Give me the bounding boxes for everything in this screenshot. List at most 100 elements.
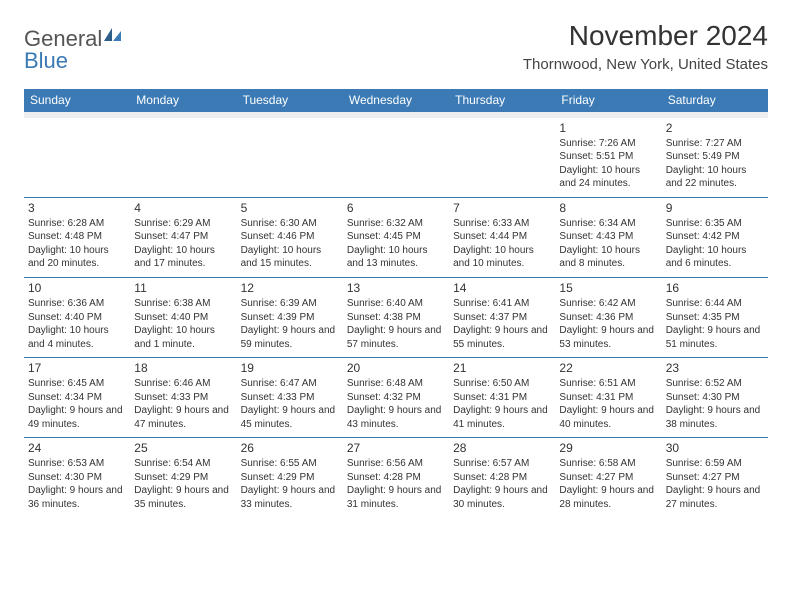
daylight-line: Daylight: 10 hours and 13 minutes. xyxy=(347,244,445,271)
dayname-row: Sunday Monday Tuesday Wednesday Thursday… xyxy=(24,89,768,112)
sunset-line: Sunset: 5:51 PM xyxy=(559,150,657,164)
day-number: 14 xyxy=(453,280,551,296)
sunrise-line: Sunrise: 6:30 AM xyxy=(241,217,339,231)
day-cell: 1Sunrise: 7:26 AMSunset: 5:51 PMDaylight… xyxy=(555,118,661,198)
sunset-line: Sunset: 4:31 PM xyxy=(559,391,657,405)
logo: GeneralBlue xyxy=(24,20,122,72)
day-number: 18 xyxy=(134,360,232,376)
sunrise-line: Sunrise: 6:34 AM xyxy=(559,217,657,231)
day-cell: 2Sunrise: 7:27 AMSunset: 5:49 PMDaylight… xyxy=(662,118,768,198)
sunset-line: Sunset: 4:30 PM xyxy=(666,391,764,405)
day-number: 29 xyxy=(559,440,657,456)
day-number: 5 xyxy=(241,200,339,216)
sunset-line: Sunset: 4:33 PM xyxy=(241,391,339,405)
day-cell xyxy=(449,118,555,198)
day-cell: 30Sunrise: 6:59 AMSunset: 4:27 PMDayligh… xyxy=(662,438,768,518)
day-cell: 16Sunrise: 6:44 AMSunset: 4:35 PMDayligh… xyxy=(662,277,768,357)
sunset-line: Sunset: 4:39 PM xyxy=(241,311,339,325)
sunset-line: Sunset: 4:29 PM xyxy=(241,471,339,485)
daylight-line: Daylight: 10 hours and 1 minute. xyxy=(134,324,232,351)
sunset-line: Sunset: 5:49 PM xyxy=(666,150,764,164)
daylight-line: Daylight: 9 hours and 47 minutes. xyxy=(134,404,232,431)
sunset-line: Sunset: 4:32 PM xyxy=(347,391,445,405)
daylight-line: Daylight: 9 hours and 55 minutes. xyxy=(453,324,551,351)
day-number: 3 xyxy=(28,200,126,216)
day-cell: 22Sunrise: 6:51 AMSunset: 4:31 PMDayligh… xyxy=(555,358,661,438)
daylight-line: Daylight: 10 hours and 24 minutes. xyxy=(559,164,657,191)
daylight-line: Daylight: 10 hours and 6 minutes. xyxy=(666,244,764,271)
day-number: 13 xyxy=(347,280,445,296)
daylight-line: Daylight: 10 hours and 22 minutes. xyxy=(666,164,764,191)
day-cell: 24Sunrise: 6:53 AMSunset: 4:30 PMDayligh… xyxy=(24,438,130,518)
location-subtitle: Thornwood, New York, United States xyxy=(523,56,768,73)
day-number: 7 xyxy=(453,200,551,216)
calendar-body: 1Sunrise: 7:26 AMSunset: 5:51 PMDaylight… xyxy=(24,112,768,518)
sunset-line: Sunset: 4:27 PM xyxy=(666,471,764,485)
daylight-line: Daylight: 9 hours and 27 minutes. xyxy=(666,484,764,511)
page-header: GeneralBlue November 2024 Thornwood, New… xyxy=(24,20,768,73)
sunset-line: Sunset: 4:37 PM xyxy=(453,311,551,325)
day-number: 26 xyxy=(241,440,339,456)
day-cell: 6Sunrise: 6:32 AMSunset: 4:45 PMDaylight… xyxy=(343,197,449,277)
sunset-line: Sunset: 4:29 PM xyxy=(134,471,232,485)
sunrise-line: Sunrise: 6:38 AM xyxy=(134,297,232,311)
day-cell: 9Sunrise: 6:35 AMSunset: 4:42 PMDaylight… xyxy=(662,197,768,277)
logo-text-2: Blue xyxy=(24,50,122,72)
day-cell: 18Sunrise: 6:46 AMSunset: 4:33 PMDayligh… xyxy=(130,358,236,438)
day-cell xyxy=(343,118,449,198)
sunrise-line: Sunrise: 6:48 AM xyxy=(347,377,445,391)
sunrise-line: Sunrise: 6:51 AM xyxy=(559,377,657,391)
daylight-line: Daylight: 9 hours and 59 minutes. xyxy=(241,324,339,351)
day-cell: 20Sunrise: 6:48 AMSunset: 4:32 PMDayligh… xyxy=(343,358,449,438)
day-number: 25 xyxy=(134,440,232,456)
day-number: 20 xyxy=(347,360,445,376)
sunrise-line: Sunrise: 6:36 AM xyxy=(28,297,126,311)
day-cell: 10Sunrise: 6:36 AMSunset: 4:40 PMDayligh… xyxy=(24,277,130,357)
day-number: 19 xyxy=(241,360,339,376)
sunrise-line: Sunrise: 6:32 AM xyxy=(347,217,445,231)
calendar-page: GeneralBlue November 2024 Thornwood, New… xyxy=(0,0,792,533)
sunrise-line: Sunrise: 6:29 AM xyxy=(134,217,232,231)
daylight-line: Daylight: 9 hours and 43 minutes. xyxy=(347,404,445,431)
day-number: 12 xyxy=(241,280,339,296)
week-row: 1Sunrise: 7:26 AMSunset: 5:51 PMDaylight… xyxy=(24,118,768,198)
daylight-line: Daylight: 9 hours and 36 minutes. xyxy=(28,484,126,511)
daylight-line: Daylight: 9 hours and 41 minutes. xyxy=(453,404,551,431)
day-number: 1 xyxy=(559,120,657,136)
sunrise-line: Sunrise: 6:41 AM xyxy=(453,297,551,311)
sunrise-line: Sunrise: 6:46 AM xyxy=(134,377,232,391)
sunrise-line: Sunrise: 6:47 AM xyxy=(241,377,339,391)
daylight-line: Daylight: 10 hours and 4 minutes. xyxy=(28,324,126,351)
day-number: 23 xyxy=(666,360,764,376)
sunset-line: Sunset: 4:38 PM xyxy=(347,311,445,325)
sunset-line: Sunset: 4:44 PM xyxy=(453,230,551,244)
sunrise-line: Sunrise: 6:54 AM xyxy=(134,457,232,471)
day-number: 22 xyxy=(559,360,657,376)
day-cell: 19Sunrise: 6:47 AMSunset: 4:33 PMDayligh… xyxy=(237,358,343,438)
daylight-line: Daylight: 9 hours and 30 minutes. xyxy=(453,484,551,511)
day-number: 9 xyxy=(666,200,764,216)
sunrise-line: Sunrise: 6:55 AM xyxy=(241,457,339,471)
sunrise-line: Sunrise: 6:40 AM xyxy=(347,297,445,311)
sunrise-line: Sunrise: 6:57 AM xyxy=(453,457,551,471)
daylight-line: Daylight: 9 hours and 51 minutes. xyxy=(666,324,764,351)
sunset-line: Sunset: 4:45 PM xyxy=(347,230,445,244)
dayname: Friday xyxy=(555,89,661,112)
dayname: Thursday xyxy=(449,89,555,112)
daylight-line: Daylight: 9 hours and 49 minutes. xyxy=(28,404,126,431)
sunset-line: Sunset: 4:42 PM xyxy=(666,230,764,244)
daylight-line: Daylight: 9 hours and 35 minutes. xyxy=(134,484,232,511)
sunset-line: Sunset: 4:28 PM xyxy=(347,471,445,485)
day-number: 2 xyxy=(666,120,764,136)
sunset-line: Sunset: 4:30 PM xyxy=(28,471,126,485)
day-number: 10 xyxy=(28,280,126,296)
day-cell: 7Sunrise: 6:33 AMSunset: 4:44 PMDaylight… xyxy=(449,197,555,277)
sunset-line: Sunset: 4:40 PM xyxy=(28,311,126,325)
day-cell: 8Sunrise: 6:34 AMSunset: 4:43 PMDaylight… xyxy=(555,197,661,277)
sunrise-line: Sunrise: 6:35 AM xyxy=(666,217,764,231)
dayname: Tuesday xyxy=(237,89,343,112)
sunset-line: Sunset: 4:46 PM xyxy=(241,230,339,244)
daylight-line: Daylight: 10 hours and 20 minutes. xyxy=(28,244,126,271)
day-cell: 13Sunrise: 6:40 AMSunset: 4:38 PMDayligh… xyxy=(343,277,449,357)
daylight-line: Daylight: 9 hours and 31 minutes. xyxy=(347,484,445,511)
